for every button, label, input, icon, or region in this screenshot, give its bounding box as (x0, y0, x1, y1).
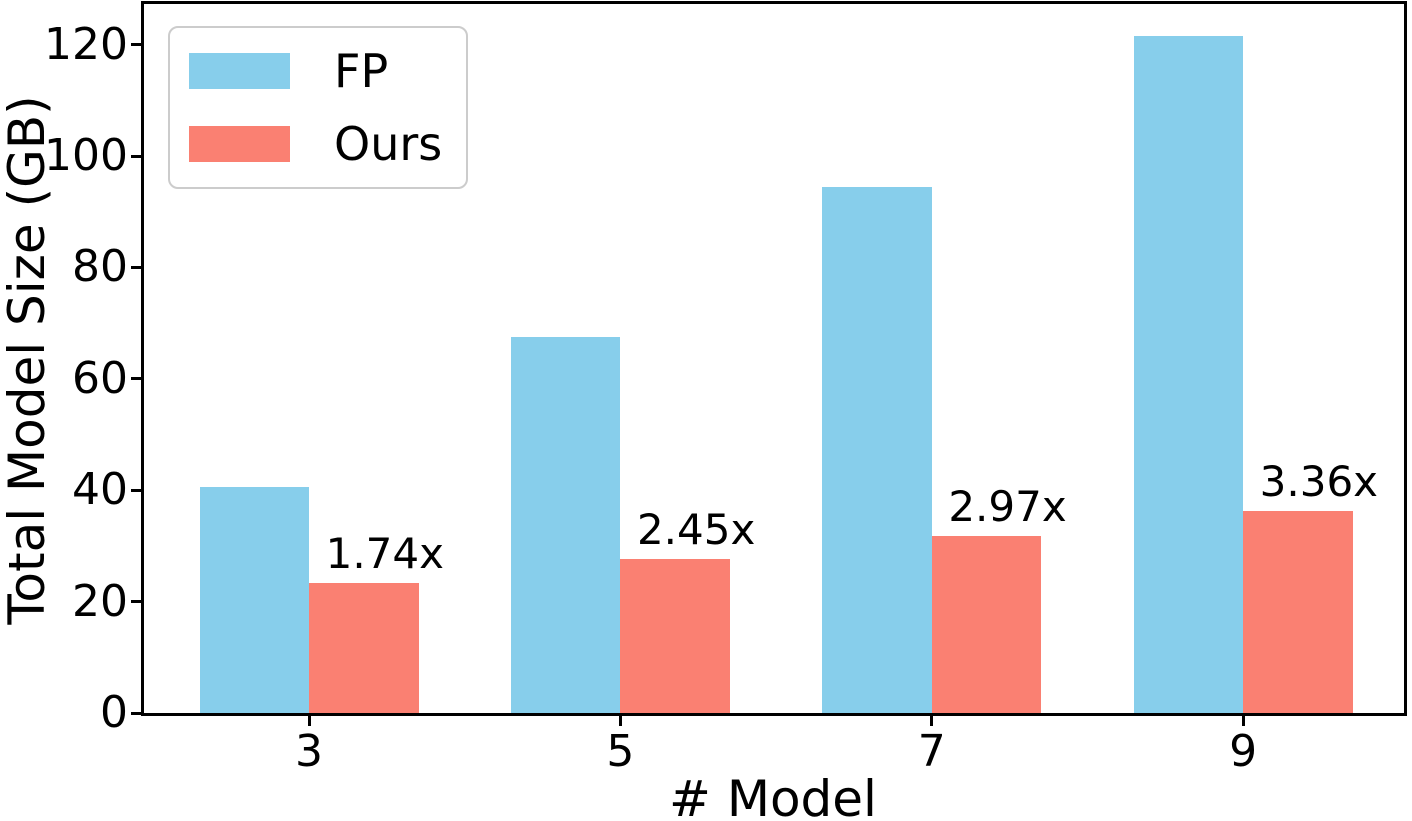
y-tick-40 (131, 488, 141, 492)
plot-area: 1.74x 2.45x 2.97x 3.36x FP Ours (141, 1, 1407, 716)
x-tick-label-7: 7 (917, 726, 946, 777)
bar-ours-5 (620, 559, 730, 713)
x-axis-title: # Model (669, 770, 877, 821)
y-tick-60 (131, 377, 141, 381)
x-tick-label-5: 5 (606, 726, 635, 777)
x-tick-label-9: 9 (1229, 726, 1258, 777)
y-tick-0 (131, 711, 141, 715)
bar-ours-9 (1243, 511, 1353, 713)
y-tick-label-0: 0 (100, 687, 128, 738)
y-tick-label-60: 60 (72, 352, 128, 404)
speedup-label-7: 2.97x (948, 481, 1067, 531)
bar-ours-7 (931, 535, 1042, 713)
y-tick-label-40: 40 (72, 464, 128, 516)
y-tick-label-120: 120 (44, 18, 128, 70)
legend-item-ours: Ours (189, 121, 466, 167)
x-tick-9 (1241, 716, 1245, 726)
y-tick-label-80: 80 (72, 241, 128, 293)
speedup-label-9: 3.36x (1259, 457, 1379, 507)
y-tick-label-20: 20 (72, 575, 128, 627)
bar-ours-3 (309, 583, 419, 713)
y-tick-20 (131, 600, 141, 604)
y-tick-label-100: 100 (44, 130, 128, 182)
bar-fp-9 (1133, 36, 1244, 713)
x-tick-3 (307, 716, 311, 726)
legend-swatch-ours (189, 126, 290, 163)
bar-fp-3 (199, 487, 310, 713)
y-tick-100 (131, 154, 141, 158)
y-tick-120 (131, 43, 141, 47)
legend-swatch-fp (189, 52, 290, 89)
speedup-label-5: 2.45x (636, 505, 756, 555)
speedup-label-3: 1.74x (325, 529, 444, 579)
x-tick-label-3: 3 (295, 726, 324, 777)
bar-fp-7 (822, 186, 932, 713)
x-tick-7 (930, 716, 934, 726)
y-tick-80 (131, 265, 141, 269)
legend-label-ours: Ours (334, 117, 443, 172)
bar-fp-5 (510, 337, 621, 713)
legend-box: FP Ours (168, 26, 468, 189)
legend-label-fp: FP (334, 43, 389, 98)
x-tick-5 (618, 716, 622, 726)
legend-item-fp: FP (189, 48, 466, 94)
